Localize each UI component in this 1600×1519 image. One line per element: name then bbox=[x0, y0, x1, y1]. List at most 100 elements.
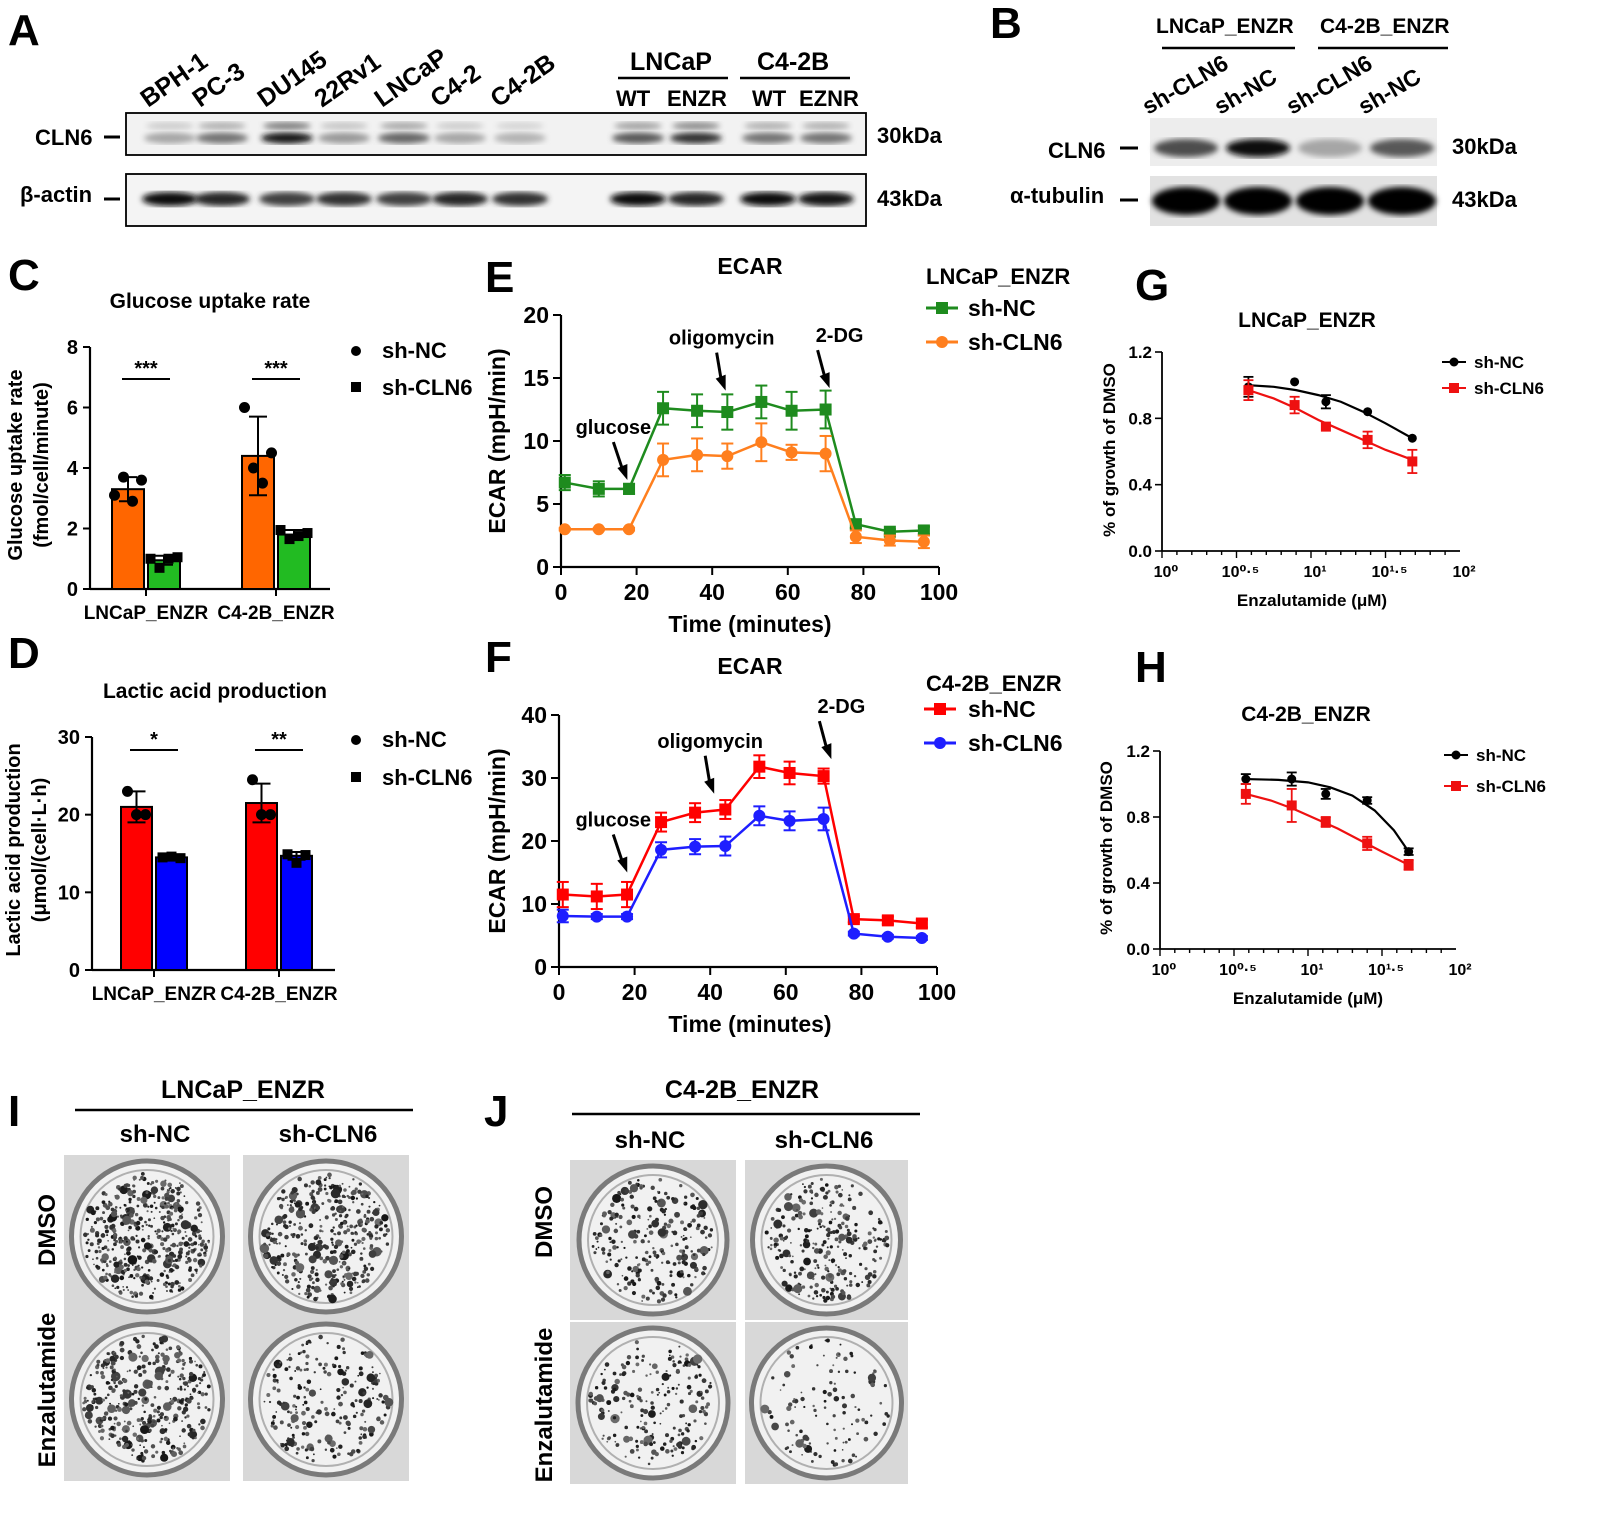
x-tick-label: 10⁰·⁵ bbox=[1222, 564, 1260, 581]
data-point bbox=[719, 840, 732, 853]
colony bbox=[844, 1224, 849, 1229]
colony bbox=[124, 1442, 130, 1448]
panel-f-ylabel: ECAR (mpH/min) bbox=[484, 748, 510, 933]
colony bbox=[293, 1394, 297, 1398]
colony bbox=[187, 1250, 191, 1253]
colony bbox=[621, 1274, 624, 1277]
data-point bbox=[917, 535, 930, 548]
panel-a-size-43: 43kDa bbox=[877, 186, 943, 211]
colony bbox=[663, 1393, 667, 1397]
colony bbox=[133, 1268, 136, 1272]
data-point bbox=[256, 809, 267, 821]
colony bbox=[184, 1403, 188, 1407]
colony bbox=[637, 1456, 641, 1459]
colony bbox=[141, 1364, 146, 1369]
data-point bbox=[257, 477, 268, 489]
colony bbox=[123, 1203, 126, 1207]
colony bbox=[161, 1450, 166, 1455]
colony bbox=[680, 1253, 689, 1261]
colony bbox=[128, 1225, 132, 1230]
colony bbox=[773, 1237, 779, 1243]
colony bbox=[692, 1205, 697, 1211]
colony bbox=[350, 1246, 353, 1249]
colony bbox=[637, 1397, 641, 1401]
y-tick-label: 0.8 bbox=[1126, 808, 1150, 827]
colony bbox=[149, 1192, 152, 1195]
colony bbox=[830, 1211, 832, 1213]
colony bbox=[319, 1229, 322, 1233]
colony bbox=[842, 1269, 847, 1273]
colony bbox=[616, 1246, 619, 1249]
colony bbox=[90, 1225, 93, 1228]
colony bbox=[148, 1428, 152, 1433]
colony bbox=[137, 1368, 139, 1371]
colony bbox=[841, 1291, 846, 1295]
colony bbox=[168, 1422, 171, 1425]
colony bbox=[356, 1448, 360, 1453]
colony bbox=[172, 1254, 177, 1258]
colony bbox=[672, 1363, 677, 1368]
colony bbox=[687, 1376, 691, 1380]
colony bbox=[771, 1376, 775, 1380]
colony bbox=[299, 1368, 303, 1372]
colony bbox=[288, 1365, 291, 1369]
colony bbox=[829, 1204, 832, 1207]
colony bbox=[132, 1189, 137, 1194]
colony bbox=[356, 1281, 359, 1284]
data-point bbox=[915, 932, 928, 945]
colony bbox=[140, 1266, 144, 1269]
colony bbox=[272, 1378, 277, 1383]
colony bbox=[85, 1217, 89, 1221]
colony bbox=[797, 1227, 800, 1231]
colony bbox=[341, 1250, 346, 1255]
colony bbox=[791, 1203, 801, 1213]
colony bbox=[607, 1252, 612, 1257]
colony bbox=[114, 1194, 120, 1200]
colony bbox=[127, 1229, 130, 1232]
colony bbox=[151, 1454, 156, 1459]
colony bbox=[336, 1344, 341, 1349]
colony bbox=[814, 1273, 817, 1276]
blot-band bbox=[316, 192, 372, 206]
colony bbox=[168, 1449, 172, 1453]
colony bbox=[118, 1263, 121, 1266]
colony bbox=[872, 1269, 877, 1274]
panel-g-ylabel: % of growth of DMSO bbox=[1100, 363, 1119, 537]
colony bbox=[788, 1254, 792, 1258]
x-tick-label: 10⁰·⁵ bbox=[1219, 962, 1257, 979]
colony bbox=[884, 1229, 888, 1233]
colony bbox=[266, 1393, 271, 1397]
colony bbox=[318, 1236, 321, 1240]
colony bbox=[687, 1222, 692, 1228]
colony bbox=[662, 1410, 664, 1412]
colony bbox=[96, 1359, 101, 1364]
colony bbox=[781, 1215, 785, 1220]
colony bbox=[138, 1291, 144, 1296]
colony bbox=[332, 1269, 336, 1274]
colony bbox=[816, 1364, 819, 1367]
colony bbox=[179, 1247, 184, 1252]
colony bbox=[126, 1267, 130, 1272]
colony bbox=[324, 1245, 329, 1250]
colony bbox=[830, 1460, 835, 1464]
colony bbox=[651, 1291, 655, 1295]
colony bbox=[204, 1406, 208, 1409]
colony bbox=[343, 1195, 347, 1199]
colony bbox=[186, 1398, 192, 1404]
colony bbox=[826, 1246, 829, 1249]
colony bbox=[657, 1228, 667, 1237]
colony bbox=[92, 1397, 96, 1401]
annotation-label: glucose bbox=[576, 417, 652, 439]
colony bbox=[681, 1436, 691, 1446]
colony bbox=[150, 1423, 155, 1428]
colony bbox=[639, 1440, 644, 1445]
colony bbox=[331, 1411, 336, 1417]
colony bbox=[297, 1385, 303, 1390]
culture-well-rim bbox=[759, 1336, 894, 1470]
colony bbox=[340, 1393, 344, 1397]
colony bbox=[147, 1218, 151, 1222]
legend-marker-circle bbox=[351, 346, 361, 356]
colony bbox=[324, 1215, 329, 1220]
colony bbox=[650, 1405, 655, 1410]
